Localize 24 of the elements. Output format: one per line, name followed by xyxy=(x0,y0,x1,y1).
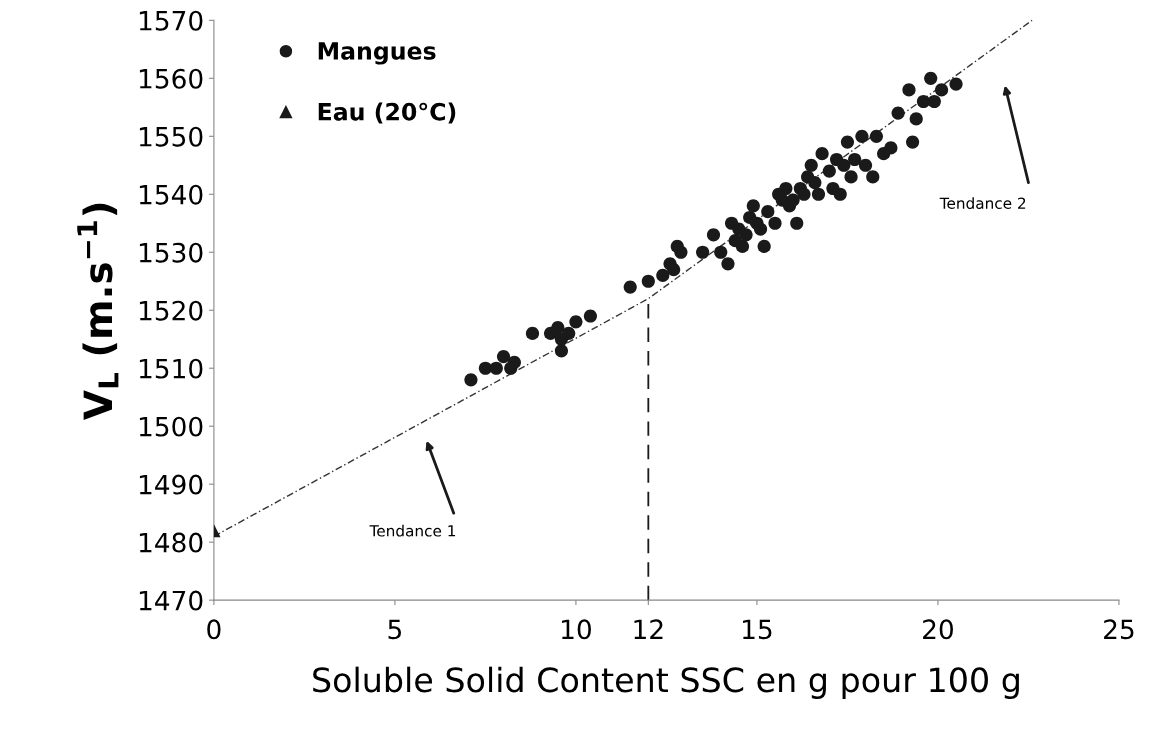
y-tick-label: 1500 xyxy=(139,416,203,437)
x-tick-label: 5 xyxy=(388,619,401,640)
x-tick-label: 12 xyxy=(634,619,663,639)
x-axis-title: Soluble Solid Content SSC en g pour 100 g xyxy=(313,666,1019,699)
y-tick-label: 1550 xyxy=(139,126,203,147)
y-tick-label: 1480 xyxy=(139,532,203,553)
y-tick-label: 1570 xyxy=(139,10,203,31)
y-tick-label: 1470 xyxy=(139,590,203,611)
legend-label: Mangues xyxy=(318,42,436,65)
y-tick-label: 1540 xyxy=(139,184,203,205)
legend-label: Eau (20°C) xyxy=(318,102,456,124)
x-tick-label: 15 xyxy=(743,619,772,640)
x-tick-label: 0 xyxy=(207,619,221,640)
annotation: Tendance 1 xyxy=(369,524,456,537)
y-tick-label: 1490 xyxy=(139,474,203,495)
annotation: Tendance 2 xyxy=(939,197,1026,209)
y-tick-label: 1530 xyxy=(139,242,203,263)
y-axis-title: V$_{L}$ (m.s$^{−1}$) xyxy=(77,203,119,420)
x-tick-label: 20 xyxy=(923,619,953,640)
x-tick-label: 10 xyxy=(562,619,591,640)
x-tick-label: 25 xyxy=(1104,619,1134,640)
y-tick-label: 1510 xyxy=(139,358,203,379)
y-tick-label: 1560 xyxy=(139,68,203,89)
y-tick-label: 1520 xyxy=(139,300,203,321)
